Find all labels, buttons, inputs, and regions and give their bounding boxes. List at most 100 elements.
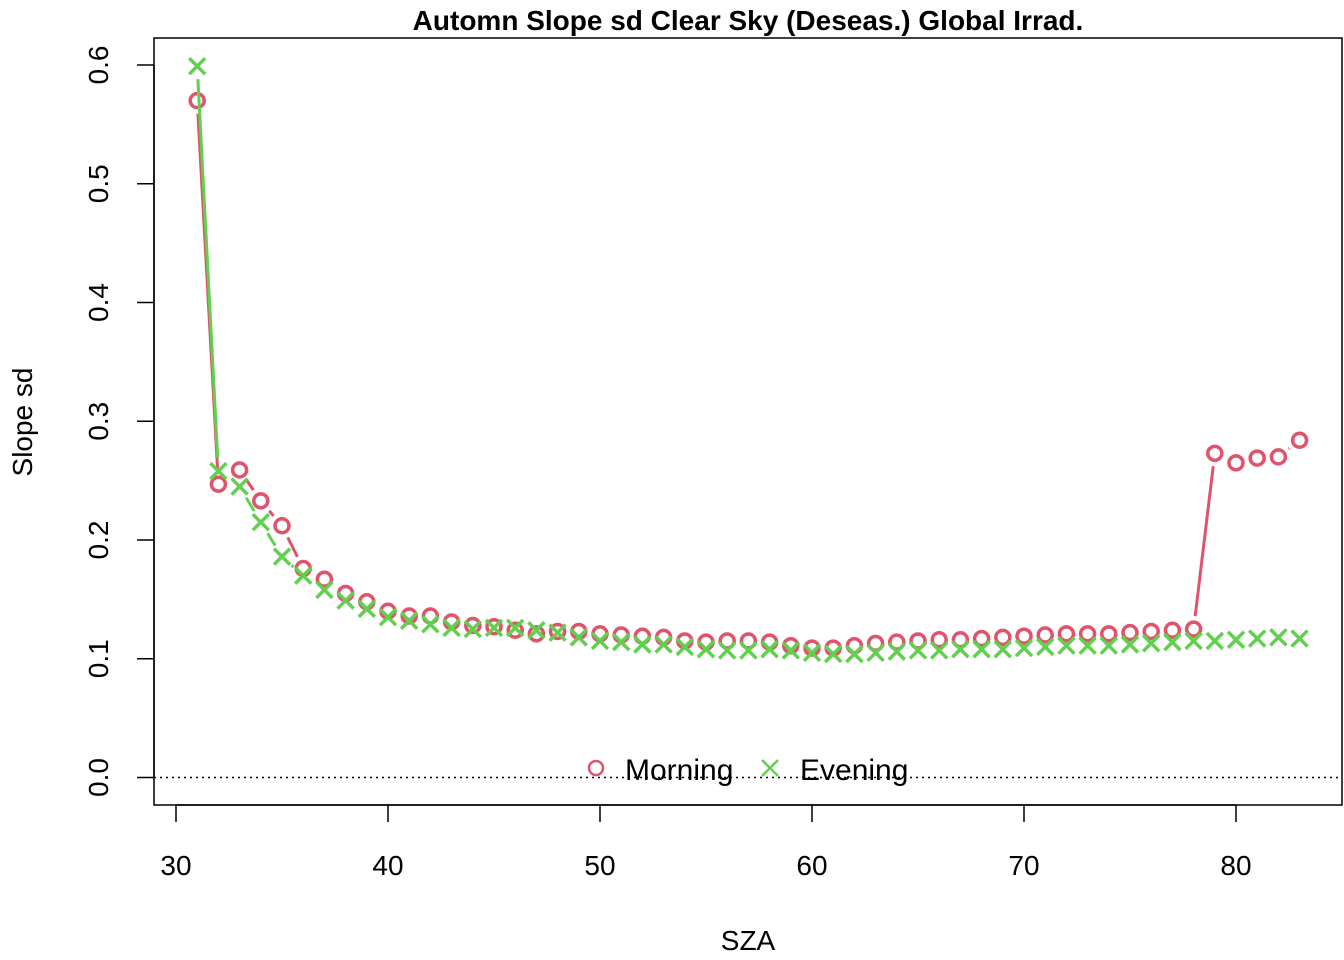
data-point-evening — [590, 631, 610, 651]
data-point-morning — [464, 616, 482, 635]
y-tick-label: 0.5 — [83, 164, 114, 203]
data-point-morning — [1269, 448, 1288, 466]
data-point-evening — [717, 641, 737, 660]
data-point-morning — [315, 570, 334, 588]
data-point-morning — [230, 461, 249, 479]
series-morning — [188, 91, 1309, 657]
data-point-evening — [1078, 636, 1097, 655]
data-point-evening — [505, 618, 525, 638]
data-point-evening — [1035, 637, 1055, 657]
data-point-morning — [739, 632, 758, 650]
series-segment — [1193, 466, 1215, 617]
data-point-morning — [1227, 454, 1245, 472]
y-tick-label: 0.1 — [83, 639, 114, 678]
y-tick-label: 0.3 — [83, 402, 114, 441]
x-tick-label: 60 — [796, 850, 827, 881]
data-point-morning — [1206, 444, 1224, 463]
data-point-morning — [909, 632, 927, 650]
data-point-evening — [929, 641, 949, 660]
data-point-morning — [1184, 620, 1203, 638]
data-point-morning — [485, 617, 503, 636]
legend-morning-label: Morning — [625, 754, 733, 787]
data-point-morning — [888, 633, 906, 651]
data-point-morning — [209, 475, 228, 493]
data-point-evening — [845, 644, 864, 664]
data-point-evening — [675, 637, 695, 657]
data-point-evening — [1057, 636, 1076, 655]
data-point-evening — [548, 623, 567, 642]
y-tick-label: 0.0 — [83, 758, 114, 797]
data-point-evening — [442, 618, 461, 638]
data-point-evening — [951, 640, 970, 659]
data-point-morning — [1078, 625, 1097, 643]
y-tick-label: 0.4 — [83, 283, 114, 322]
data-point-morning — [1290, 431, 1309, 449]
series-segment — [196, 79, 220, 459]
y-tick-label: 0.6 — [83, 46, 114, 85]
data-point-evening — [187, 56, 207, 76]
data-point-evening — [908, 641, 928, 660]
data-point-evening — [1014, 638, 1034, 658]
legend-morning-marker — [587, 759, 605, 777]
data-point-morning — [930, 631, 948, 649]
legend: Morning Evening — [587, 754, 908, 787]
data-point-morning — [1036, 626, 1054, 644]
data-point-morning — [1121, 623, 1139, 642]
data-point-evening — [993, 640, 1013, 659]
series-segment — [245, 479, 255, 491]
data-point-evening — [611, 632, 631, 652]
data-point-morning — [506, 621, 524, 639]
data-point-morning — [718, 632, 736, 650]
data-point-evening — [336, 591, 355, 610]
data-point-morning — [252, 492, 270, 510]
plot-area — [153, 37, 1343, 806]
data-point-evening — [654, 635, 673, 654]
data-point-evening — [463, 619, 483, 639]
data-point-evening — [1205, 631, 1225, 651]
data-point-evening — [230, 477, 249, 496]
data-point-morning — [1015, 627, 1033, 645]
x-tick-label: 40 — [372, 850, 403, 881]
data-point-evening — [378, 607, 398, 627]
data-point-morning — [188, 91, 206, 110]
data-point-evening — [1120, 635, 1140, 654]
data-point-evening — [209, 461, 228, 481]
data-point-evening — [696, 640, 716, 659]
data-point-morning — [273, 517, 291, 535]
x-tick-label: 50 — [584, 850, 615, 881]
x-tick-label: 30 — [160, 850, 191, 881]
x-tick-label: 70 — [1008, 850, 1039, 881]
data-point-evening — [1141, 634, 1161, 653]
series-segment — [268, 509, 275, 517]
data-point-evening — [802, 643, 822, 663]
data-point-evening — [484, 618, 504, 638]
data-point-morning — [1057, 625, 1076, 643]
series-segment — [290, 564, 295, 569]
data-point-evening — [315, 580, 334, 600]
data-point-evening — [357, 599, 377, 619]
data-point-evening — [823, 644, 843, 664]
y-axis: 0.0 0.1 0.2 0.3 0.4 0.5 0.6 — [83, 46, 155, 797]
data-point-evening — [866, 643, 885, 663]
data-point-evening — [972, 640, 991, 659]
data-point-evening — [293, 566, 313, 585]
chart-title: Automn Slope sd Clear Sky (Deseas.) Glob… — [413, 5, 1084, 36]
data-point-morning — [548, 622, 567, 641]
legend-evening-marker — [761, 759, 779, 777]
data-point-morning — [1100, 625, 1118, 643]
y-axis-label: Slope sd — [7, 368, 38, 477]
data-point-morning — [1142, 622, 1160, 641]
data-point-morning — [994, 628, 1012, 647]
data-point-evening — [569, 628, 589, 647]
data-point-evening — [421, 615, 440, 634]
legend-evening-label: Evening — [800, 754, 908, 787]
data-point-evening — [887, 642, 907, 661]
data-point-evening — [399, 611, 419, 630]
data-point-evening — [1247, 629, 1267, 648]
series-segment — [1287, 447, 1291, 451]
data-point-morning — [1248, 449, 1266, 467]
y-tick-label: 0.2 — [83, 521, 114, 560]
data-point-evening — [1163, 632, 1182, 652]
data-point-evening — [739, 641, 758, 660]
